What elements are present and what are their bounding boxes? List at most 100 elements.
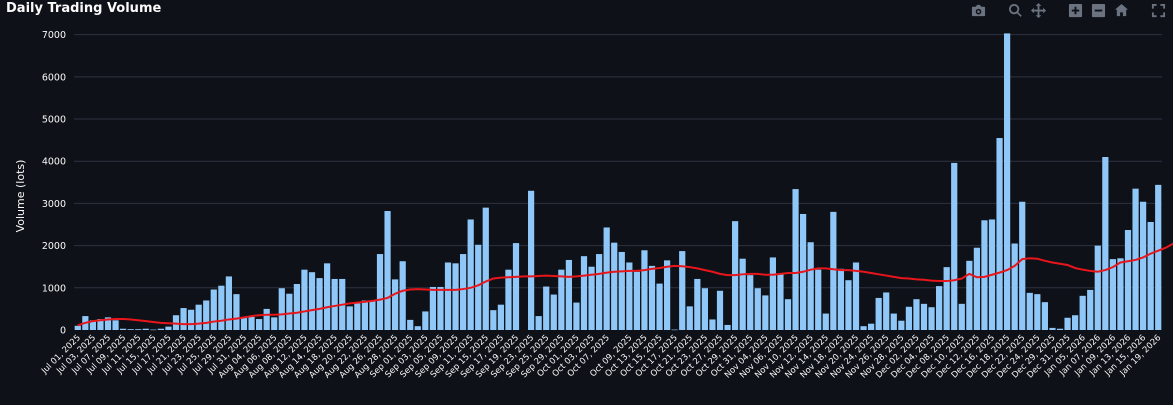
volume-bar[interactable] <box>792 189 799 330</box>
volume-bar[interactable] <box>112 320 119 330</box>
volume-bar[interactable] <box>308 272 316 330</box>
volume-bar[interactable] <box>966 260 973 330</box>
volume-bar[interactable] <box>754 288 761 330</box>
volume-bar[interactable] <box>898 320 905 330</box>
volume-bar[interactable] <box>981 220 988 330</box>
volume-bar[interactable] <box>150 329 157 331</box>
volume-bar[interactable] <box>460 254 467 330</box>
volume-bar[interactable] <box>1019 201 1026 330</box>
volume-bar[interactable] <box>565 259 572 330</box>
volume-bar[interactable] <box>331 278 338 330</box>
volume-bar[interactable] <box>852 262 860 330</box>
volume-bar[interactable] <box>686 306 693 330</box>
volume-bar[interactable] <box>1056 328 1064 330</box>
volume-bar[interactable] <box>1155 184 1162 330</box>
volume-bar[interactable] <box>286 293 293 330</box>
volume-bar[interactable] <box>618 251 625 330</box>
volume-bar[interactable] <box>996 138 1003 330</box>
volume-bar[interactable] <box>701 288 708 330</box>
volume-bar[interactable] <box>1079 295 1086 330</box>
volume-bar[interactable] <box>694 278 701 330</box>
volume-bar[interactable] <box>210 289 217 331</box>
volume-bar[interactable] <box>1072 315 1079 330</box>
volume-bar[interactable] <box>467 219 474 330</box>
volume-bar[interactable] <box>97 319 104 330</box>
volume-bar[interactable] <box>316 278 323 330</box>
volume-bar[interactable] <box>225 276 232 330</box>
volume-bar[interactable] <box>1004 33 1011 330</box>
volume-bar[interactable] <box>936 286 943 330</box>
volume-bar[interactable] <box>324 263 331 330</box>
volume-bar[interactable] <box>739 258 746 330</box>
volume-bar[interactable] <box>671 329 678 331</box>
volume-bar[interactable] <box>815 269 822 330</box>
volume-bar[interactable] <box>656 283 663 330</box>
volume-bar[interactable] <box>716 290 724 330</box>
volume-bar[interactable] <box>1094 245 1101 330</box>
volume-bar[interactable] <box>860 326 867 330</box>
volume-bar[interactable] <box>762 295 769 330</box>
volume-bar[interactable] <box>142 328 149 330</box>
volume-bar[interactable] <box>429 286 436 330</box>
volume-bar[interactable] <box>943 267 950 330</box>
volume-bar[interactable] <box>271 317 278 330</box>
volume-bar[interactable] <box>905 306 912 330</box>
volume-bar[interactable] <box>384 211 391 330</box>
volume-bar[interactable] <box>596 254 603 330</box>
volume-bar[interactable] <box>951 162 958 330</box>
volume-bar[interactable] <box>452 263 459 330</box>
volume-bar[interactable] <box>248 316 255 330</box>
volume-bar[interactable] <box>437 286 444 330</box>
volume-bar[interactable] <box>157 328 164 330</box>
volume-bar[interactable] <box>482 207 489 330</box>
volume-bar[interactable] <box>837 268 844 330</box>
camera-icon[interactable] <box>969 1 987 19</box>
volume-bar[interactable] <box>195 304 202 330</box>
zoom-out-icon[interactable] <box>1089 1 1107 19</box>
volume-bar[interactable] <box>172 315 180 330</box>
volume-bar[interactable] <box>1026 292 1033 330</box>
volume-bar[interactable] <box>203 300 210 330</box>
volume-bar[interactable] <box>958 303 965 330</box>
volume-bar[interactable] <box>648 265 656 330</box>
volume-bar[interactable] <box>1124 230 1132 330</box>
volume-bar[interactable] <box>822 313 829 330</box>
volume-bar[interactable] <box>497 304 504 330</box>
volume-bar[interactable] <box>633 271 640 330</box>
volume-bar[interactable] <box>664 260 671 330</box>
volume-bar[interactable] <box>830 211 837 330</box>
volume-bar[interactable] <box>845 280 852 330</box>
volume-bar[interactable] <box>1011 243 1018 330</box>
volume-bar[interactable] <box>875 297 882 330</box>
volume-bar[interactable] <box>626 262 633 330</box>
volume-bar[interactable] <box>233 294 240 330</box>
volume-bar[interactable] <box>543 286 550 330</box>
volume-bar[interactable] <box>679 251 686 330</box>
volume-bar[interactable] <box>928 307 935 330</box>
volume-bar[interactable] <box>747 275 754 330</box>
volume-bar[interactable] <box>528 190 535 330</box>
volume-bar[interactable] <box>475 244 482 330</box>
volume-bar[interactable] <box>256 319 263 330</box>
volume-bar[interactable] <box>399 261 406 330</box>
volume-bar[interactable] <box>414 326 421 330</box>
volume-bar[interactable] <box>278 288 285 330</box>
volume-bar[interactable] <box>188 309 195 330</box>
volume-bar[interactable] <box>588 266 595 330</box>
volume-bar[interactable] <box>346 306 353 330</box>
pan-icon[interactable] <box>1029 1 1047 19</box>
volume-bar[interactable] <box>535 316 542 330</box>
volume-bar[interactable] <box>1064 317 1071 330</box>
volume-bar[interactable] <box>120 328 127 330</box>
volume-bar[interactable] <box>573 302 580 330</box>
volume-bar[interactable] <box>165 326 172 330</box>
volume-bar[interactable] <box>369 301 376 330</box>
volume-bar[interactable] <box>293 284 300 330</box>
volume-bar[interactable] <box>361 300 368 330</box>
volume-bar[interactable] <box>444 262 452 330</box>
reset-axes-icon[interactable] <box>1112 1 1130 19</box>
volume-bar[interactable] <box>127 329 134 330</box>
volume-bar[interactable] <box>354 303 361 330</box>
volume-bar[interactable] <box>1109 259 1116 330</box>
volume-bar[interactable] <box>1034 294 1041 330</box>
